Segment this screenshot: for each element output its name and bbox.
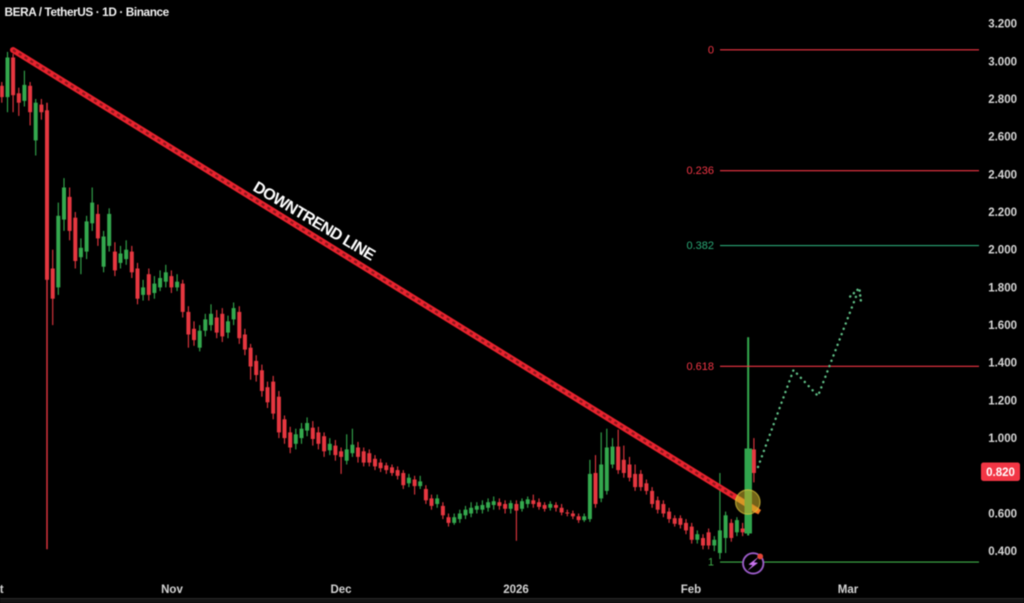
svg-text:1.800: 1.800	[988, 282, 1017, 294]
svg-text:0: 0	[708, 44, 714, 56]
svg-text:0.618: 0.618	[686, 361, 714, 373]
svg-text:1.600: 1.600	[988, 320, 1017, 332]
svg-text:Dec: Dec	[330, 584, 352, 596]
svg-text:0.382: 0.382	[686, 240, 714, 252]
svg-text:2.400: 2.400	[988, 169, 1017, 181]
svg-text:Nov: Nov	[161, 584, 183, 596]
svg-text:2.600: 2.600	[988, 132, 1017, 144]
svg-text:1: 1	[708, 557, 714, 569]
svg-text:1.000: 1.000	[988, 433, 1017, 445]
svg-text:0.820: 0.820	[986, 467, 1015, 479]
svg-text:2026: 2026	[503, 584, 529, 596]
svg-text:2.200: 2.200	[988, 207, 1017, 219]
svg-text:2.000: 2.000	[988, 245, 1017, 257]
svg-text:0.236: 0.236	[686, 165, 714, 177]
svg-text:1.400: 1.400	[988, 358, 1017, 370]
svg-text:3.200: 3.200	[988, 19, 1017, 31]
svg-text:0.400: 0.400	[988, 546, 1017, 558]
svg-text:Feb: Feb	[681, 584, 701, 596]
svg-text:0.600: 0.600	[988, 509, 1017, 521]
svg-text:1.200: 1.200	[988, 395, 1017, 407]
svg-text:Oct: Oct	[0, 584, 4, 596]
svg-text:2.800: 2.800	[988, 94, 1017, 106]
svg-text:3.000: 3.000	[988, 56, 1017, 68]
svg-text:Mar: Mar	[838, 584, 859, 596]
svg-text:BERA / TetherUS · 1D · Binance: BERA / TetherUS · 1D · Binance	[5, 5, 170, 19]
